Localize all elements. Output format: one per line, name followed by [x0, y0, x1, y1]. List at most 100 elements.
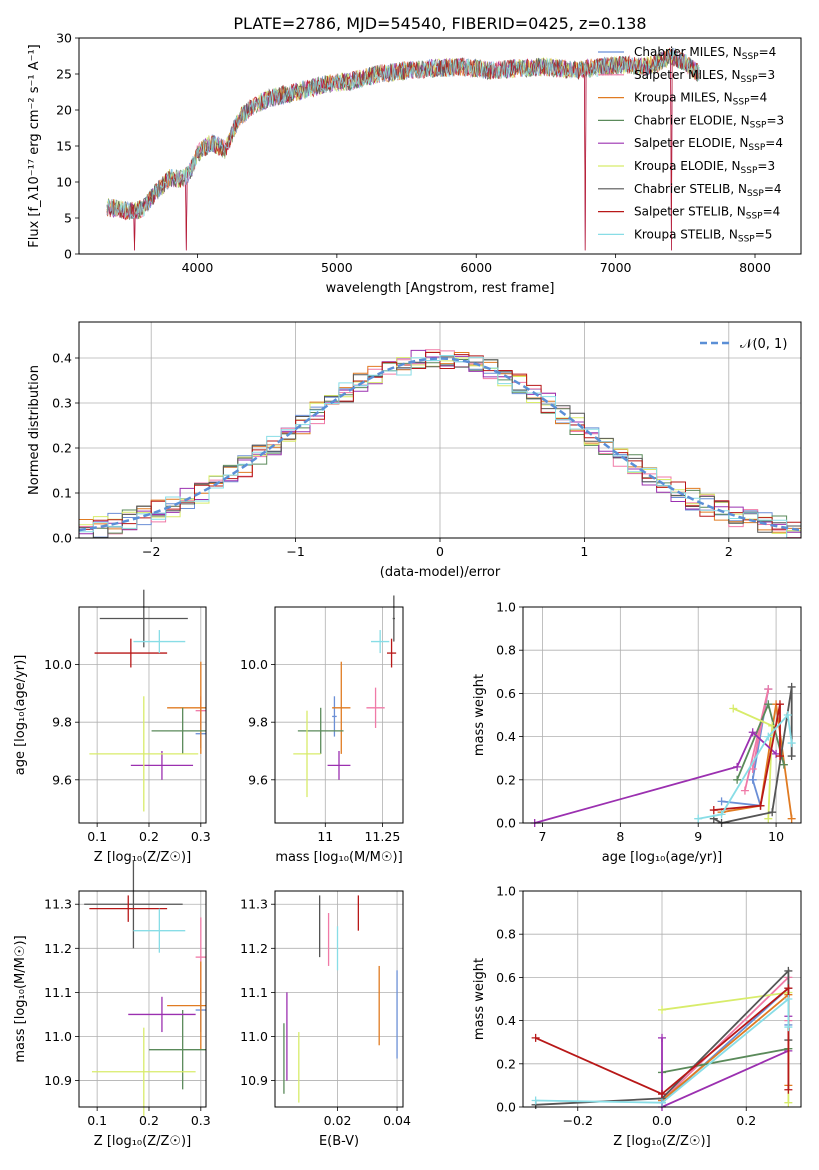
- x-tick-label: 0.02: [324, 1113, 352, 1128]
- x-tick-label: 8: [616, 829, 624, 844]
- weight-marker-chabrier-miles: [717, 797, 726, 806]
- weight-line-salpeter-stelib: [535, 986, 790, 1096]
- y-tick-label: 10.0: [240, 657, 268, 672]
- legend-label-salpeter-miles: Salpeter MILES, NSSP=3: [634, 68, 775, 85]
- weight-marker-kroupa-miles: [787, 814, 796, 823]
- weight-marker-kroupa-elodie: [784, 1098, 793, 1107]
- weight-marker-kroupa-stelib: [658, 1098, 666, 1107]
- y-axis-label: mass [log₁₀(M/M☉)]: [13, 935, 28, 1062]
- legend-label-kroupa-stelib: Kroupa STELIB, NSSP=5: [634, 227, 772, 244]
- x-axis-label: Z [log₁₀(Z/Z☉)]: [94, 1134, 191, 1149]
- y-tick-label: 15: [56, 139, 72, 154]
- x-tick-label: 0.2: [139, 1113, 159, 1128]
- y-tick-label: 9.6: [248, 772, 268, 787]
- weight-marker-kroupa-stelib: [717, 810, 726, 819]
- weight-marker-salpeter-miles: [740, 786, 749, 795]
- weight-marker-kroupa-elodie: [658, 1005, 666, 1014]
- axes-frame: [78, 606, 207, 824]
- weight-marker-salpeter-elodie: [748, 728, 757, 737]
- plot-area: [283, 895, 398, 1103]
- y-tick-label: 0.4: [52, 351, 72, 366]
- weight-marker-salpeter-stelib: [709, 806, 718, 815]
- weight-marker-salpeter-elodie: [733, 762, 742, 771]
- x-tick-label: 4000: [182, 260, 214, 275]
- plot-area: [530, 682, 796, 827]
- x-axis-label: Z [log₁₀(Z/Z☉)]: [94, 850, 191, 865]
- y-tick-label: 0.0: [496, 1100, 516, 1115]
- x-tick-label: 0.3: [191, 829, 211, 844]
- chart-panel-6: 0.02 0.04 10.9 11.0 11.1 11.2 11.3 E(B-V): [240, 890, 411, 1149]
- x-tick-label: 0.04: [383, 1113, 411, 1128]
- weight-marker-salpeter-miles: [764, 685, 773, 694]
- weight-line-salpeter-stelib: [713, 704, 781, 811]
- weight-marker-chabrier-stelib: [784, 966, 793, 975]
- x-axis-label: wavelength [Angstrom, rest frame]: [326, 281, 555, 296]
- x-tick-label: 6000: [460, 260, 492, 275]
- x-tick-label: 0: [436, 544, 444, 559]
- axes-frame: [78, 37, 802, 255]
- y-tick-label: 25: [56, 67, 72, 82]
- weight-marker-kroupa-stelib: [783, 711, 792, 719]
- chart-panel-7: −0.2 0.0 0.2 0.0 0.2 0.4 0.6 0.8 1.0 Z [log₁₀(Z/Z…: [472, 884, 802, 1149]
- x-tick-label: 8000: [739, 260, 771, 275]
- x-axis-label: (data-model)/error: [380, 565, 501, 580]
- y-tick-label: 10.9: [240, 1073, 268, 1088]
- chart-panel-2: 0.1 0.2 0.3 9.6 9.8 10.0 Z [log₁₀(Z/Z☉)] age [l…: [13, 589, 211, 865]
- figure-title: PLATE=2786, MJD=54540, FIBERID=0425, z=0…: [233, 14, 646, 33]
- y-tick-label: 0.4: [496, 729, 516, 744]
- x-tick-label: 11.25: [365, 829, 401, 844]
- y-tick-label: 11.0: [240, 1029, 268, 1044]
- weight-line-salpeter-elodie: [661, 1016, 790, 1109]
- y-tick-label: 10.9: [44, 1073, 72, 1088]
- x-tick-label: −0.2: [563, 1113, 593, 1128]
- plot-area: [78, 349, 802, 539]
- x-tick-label: 5000: [321, 260, 353, 275]
- x-tick-label: 1: [580, 544, 588, 559]
- plot-area: [293, 595, 397, 798]
- axes-frame: [78, 321, 802, 539]
- x-tick-label: 10: [768, 829, 784, 844]
- chart-panel-1: −2 −1 0 1 2 0.0 0.1 0.2 0.3 0.4 (data-model)/error…: [27, 321, 802, 580]
- weight-line-kroupa-miles: [661, 992, 790, 1102]
- y-tick-label: 0.8: [496, 927, 516, 942]
- x-axis-label: mass [log₁₀(M/M☉)]: [275, 850, 402, 865]
- weight-marker-kroupa-stelib: [784, 1023, 793, 1032]
- weight-marker-kroupa-stelib: [531, 1096, 540, 1105]
- weight-marker-salpeter-miles: [748, 765, 757, 773]
- chart-panel-4: 7 8 9 10 0.0 0.2 0.4 0.6 0.8 1.0 age [log₁₀(age/yr…: [472, 600, 802, 865]
- axes-frame: [274, 890, 404, 1108]
- weight-marker-salpeter-stelib: [775, 752, 784, 761]
- y-tick-label: 10.0: [44, 657, 72, 672]
- weight-marker-chabrier-stelib: [768, 808, 777, 817]
- weight-marker-kroupa-elodie: [768, 721, 777, 730]
- chart-panel-5: 0.1 0.2 0.3 10.9 11.0 11.1 11.2 11.3 Z [log₁₀(Z/…: [13, 860, 211, 1149]
- legend-label-kroupa-elodie: Kroupa ELODIE, NSSP=3: [634, 159, 775, 176]
- y-tick-label: 9.8: [52, 715, 72, 730]
- x-tick-label: 0.2: [139, 829, 159, 844]
- y-tick-label: 11.1: [240, 985, 268, 1000]
- x-tick-label: 0.1: [87, 829, 107, 844]
- y-tick-label: 11.3: [240, 897, 268, 912]
- weight-marker-kroupa-stelib: [784, 995, 793, 1003]
- y-tick-label: 11.2: [44, 941, 72, 956]
- spectrum-line-salpeter-stelib: [106, 47, 700, 251]
- weight-marker-chabrier-stelib: [787, 752, 796, 761]
- y-tick-label: 0.0: [52, 531, 72, 546]
- plot-area: [89, 589, 206, 812]
- y-tick-label: 11.0: [44, 1029, 72, 1044]
- x-axis-label: E(B-V): [319, 1134, 359, 1149]
- y-tick-label: 1.0: [496, 600, 516, 615]
- y-tick-label: 0.2: [496, 1056, 516, 1071]
- y-axis-label: mass weight: [472, 958, 487, 1040]
- y-axis-label: age [log₁₀(age/yr)]: [13, 655, 28, 776]
- axes-frame: [274, 606, 404, 824]
- x-tick-label: 0.2: [736, 1113, 756, 1128]
- plot-area: [106, 47, 700, 251]
- y-tick-label: 0.8: [496, 643, 516, 658]
- weight-marker-kroupa-stelib: [764, 732, 773, 741]
- y-tick-label: 0.2: [496, 772, 516, 787]
- weight-marker-chabrier-elodie: [733, 775, 742, 784]
- x-axis-label: age [log₁₀(age/yr)]: [602, 850, 723, 865]
- weight-marker-chabrier-miles: [748, 775, 757, 784]
